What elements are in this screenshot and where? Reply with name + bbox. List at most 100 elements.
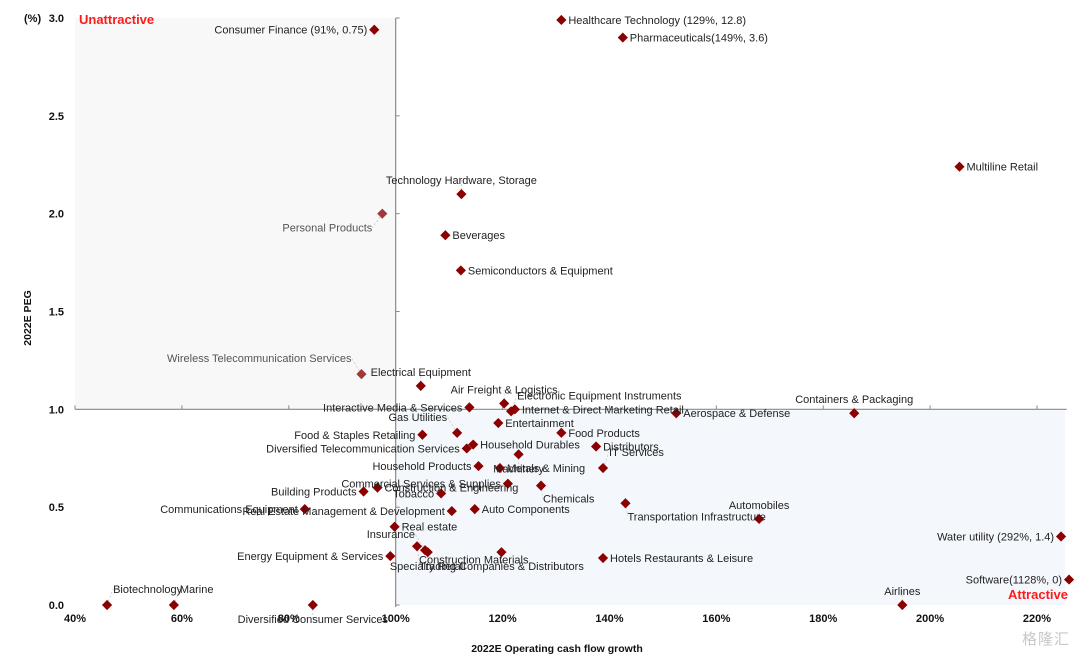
data-point	[417, 429, 428, 440]
data-point	[849, 408, 860, 419]
x-tick-label: 60%	[171, 613, 193, 625]
axes	[74, 17, 1067, 607]
point-label: Machinery	[493, 463, 544, 475]
data-point	[597, 552, 609, 564]
y-tick-label: 1.5	[49, 307, 64, 319]
point-label: Household Products	[372, 461, 472, 473]
point-label: Marine	[180, 584, 214, 596]
point-label: Airlines	[884, 586, 921, 598]
leader-line	[351, 357, 362, 375]
y-tick-label: 0.0	[49, 600, 64, 612]
data-point	[389, 521, 400, 532]
point-label: Insurance	[367, 529, 415, 541]
point-label: Software(1128%, 0)	[966, 575, 1062, 587]
point-label: Real Estate Management & Development	[242, 506, 444, 518]
point-label: Construction Materials	[419, 554, 529, 566]
data-point	[422, 547, 433, 558]
point-label: Semiconductors & Equipment	[468, 265, 613, 277]
data-point	[493, 417, 504, 429]
x-tick-label: 140%	[595, 613, 623, 625]
data-point	[509, 404, 520, 415]
point-label: Biotechnology	[113, 584, 183, 596]
quadrant-attractive-bg	[395, 409, 1066, 605]
leader-line	[414, 533, 426, 551]
point-label: Hotels Restaurants & Leisure	[610, 553, 753, 565]
point-label: Pharmaceuticals(149%, 3.6)	[630, 33, 768, 45]
x-tick-label: 100%	[382, 613, 410, 625]
data-point	[499, 398, 510, 409]
data-point	[513, 449, 524, 460]
point-label: Household Durables	[480, 440, 580, 452]
data-point	[101, 599, 113, 611]
point-label: Gas Utilities	[388, 412, 447, 424]
leader-line	[173, 588, 181, 606]
point-label: IT Services	[609, 447, 664, 459]
point-label: Air Freight & Logistics	[451, 384, 558, 396]
data-point	[307, 599, 318, 611]
y-tick-label: 3.0	[49, 13, 64, 25]
quadrant-label-unattractive: Unattractive	[79, 12, 154, 27]
data-point	[617, 32, 628, 43]
data-point	[385, 550, 396, 562]
point-label: Building Products	[271, 487, 357, 499]
quadrant-unattractive-bg	[75, 18, 396, 410]
point-label: Chemicals	[543, 494, 595, 506]
point-label: Water utility (292%, 1.4)	[937, 532, 1054, 544]
x-tick-label: 80%	[278, 613, 300, 625]
data-point	[377, 208, 388, 219]
data-point	[356, 369, 367, 380]
data-point	[440, 230, 451, 241]
data-point	[473, 460, 484, 472]
point-label: Auto Components	[482, 504, 571, 516]
point-label: Automobiles	[729, 500, 790, 512]
leader-line	[371, 213, 383, 228]
quadrant-label-attractive: Attractive	[1008, 587, 1068, 602]
point-label: Transportation Infrastructure	[627, 511, 765, 523]
x-tick-label: 200%	[916, 613, 944, 625]
point-label: Internet & Direct Marketing Retail	[522, 404, 684, 416]
data-point	[436, 488, 447, 499]
point-label: Construction & Engineering	[384, 483, 518, 495]
x-tick-label: 160%	[702, 613, 730, 625]
y-axis-title: 2022E PEG	[22, 290, 34, 345]
x-tick-label: 120%	[488, 613, 516, 625]
data-point	[461, 443, 472, 454]
point-label: Real estate	[402, 522, 458, 534]
y-tick-label: 0.5	[49, 502, 64, 514]
data-point	[897, 599, 908, 611]
point-label: Energy Equipment & Services	[237, 551, 384, 563]
data-point	[468, 439, 479, 450]
data-point	[455, 265, 466, 276]
point-label: Food & Staples Retailing	[294, 430, 415, 442]
data-point	[456, 189, 467, 200]
data-point	[415, 380, 426, 391]
point-label: Beverages	[452, 230, 505, 242]
point-label: Metals & Mining	[507, 463, 585, 475]
point-label: Diversified Consumer Services	[238, 614, 389, 626]
data-point	[411, 541, 423, 552]
y-tick-label: 2.0	[49, 209, 64, 221]
data-point	[464, 402, 475, 413]
point-label: Multiline Retail	[967, 162, 1039, 174]
data-point	[446, 505, 457, 517]
point-label: Wireless Telecommunication Services	[167, 353, 352, 365]
point-label: Trading Companies & Distributors	[419, 561, 584, 573]
x-tick-label: 40%	[64, 613, 86, 625]
x-tick-label: 180%	[809, 613, 837, 625]
point-label: Electrical Equipment	[371, 367, 471, 379]
point-label: Commercial Services & Supplies	[341, 479, 501, 491]
tick-labels: 0.0 0.5 1.0 1.5 2.0 2.5 3.0 40% 60% 80% 100% 120% 14…	[49, 13, 1052, 625]
data-point	[358, 486, 369, 497]
x-axis-title: 2022E Operating cash flow growth	[471, 643, 643, 655]
leader-line	[602, 451, 610, 469]
data-point	[620, 498, 631, 509]
data-point	[590, 441, 602, 452]
point-label: Communications Equipment	[160, 504, 298, 516]
point-label: Tobacco	[393, 488, 434, 500]
data-point	[502, 478, 513, 489]
leader-line	[446, 416, 458, 434]
point-label: Consumer Finance (91%, 0.75)	[214, 25, 367, 37]
x-tick-label: 220%	[1023, 613, 1051, 625]
leader-line	[510, 395, 518, 412]
